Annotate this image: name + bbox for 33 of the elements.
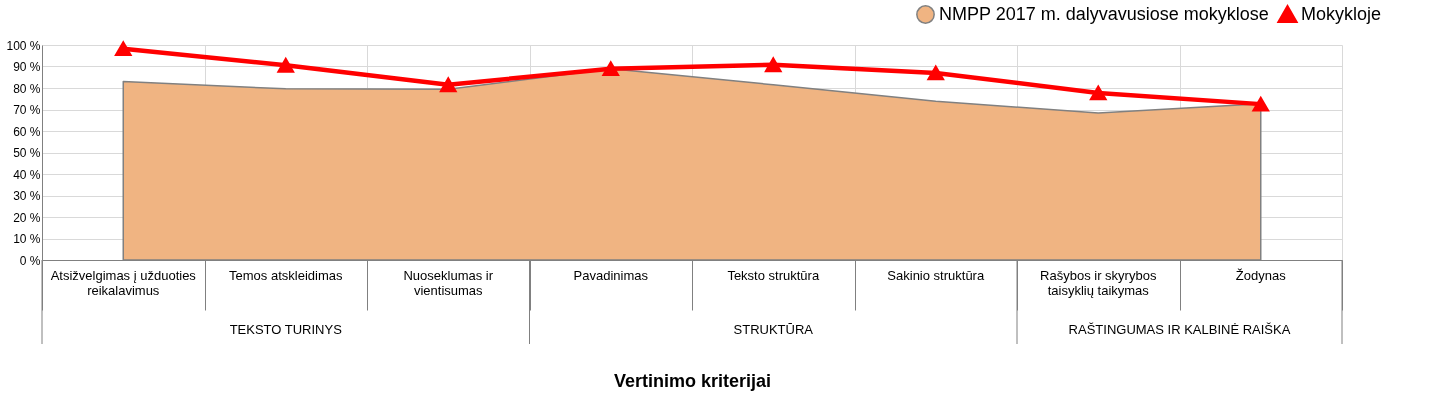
y-tick-label: 0 %: [19, 253, 41, 268]
point: [1252, 96, 1270, 112]
y-tick-label: 70 %: [13, 103, 41, 117]
point: [439, 77, 457, 93]
y-tick-label: 10 %: [13, 232, 41, 246]
x-tick-label: Sakinio struktūra: [887, 268, 985, 283]
x-tick-label: Atsižvelgimas į užduoties reikalavimus: [50, 268, 197, 298]
y-tick-label: 80 %: [13, 81, 41, 96]
point: [927, 65, 945, 81]
text: TEKSTO TURINYS: [229, 322, 343, 337]
text: STRUKTŪRA: [733, 322, 814, 337]
point: [277, 57, 295, 73]
point: [602, 61, 620, 77]
x-tick-label: Žodynas: [1235, 268, 1287, 283]
text: RAŠTINGUMAS IR KALBINĖ RAIŠKA: [1068, 322, 1291, 337]
legend-label: Mokykloje: [1301, 3, 1382, 24]
y-tick-label: 60 %: [13, 124, 41, 139]
y-tick-label: 40 %: [13, 167, 41, 182]
x-tick-label: Rašybos ir skyrybos taisyklių taikymas: [1040, 268, 1157, 298]
y-tick-label: 30 %: [13, 189, 41, 203]
x-axis-title: Vertinimo kriterijai: [613, 371, 772, 391]
y-tick-label: 100 %: [6, 38, 41, 53]
x-tick-label: Pavadinimas: [573, 268, 649, 283]
x-tick-label: Teksto struktūra: [727, 268, 820, 283]
point: [114, 41, 132, 57]
legend-label: NMPP 2017 m. dalyvavusiose mokyklose: [939, 3, 1269, 24]
y-tick-label: 20 %: [13, 210, 41, 225]
y-tick-label: 90 %: [13, 60, 41, 74]
y-tick-label: 50 %: [13, 146, 41, 160]
point: [1089, 85, 1107, 101]
point: [764, 57, 782, 73]
x-tick-label: Nuoseklumas ir vientisumas: [403, 268, 494, 298]
x-tick-label: Temos atskleidimas: [229, 268, 343, 283]
